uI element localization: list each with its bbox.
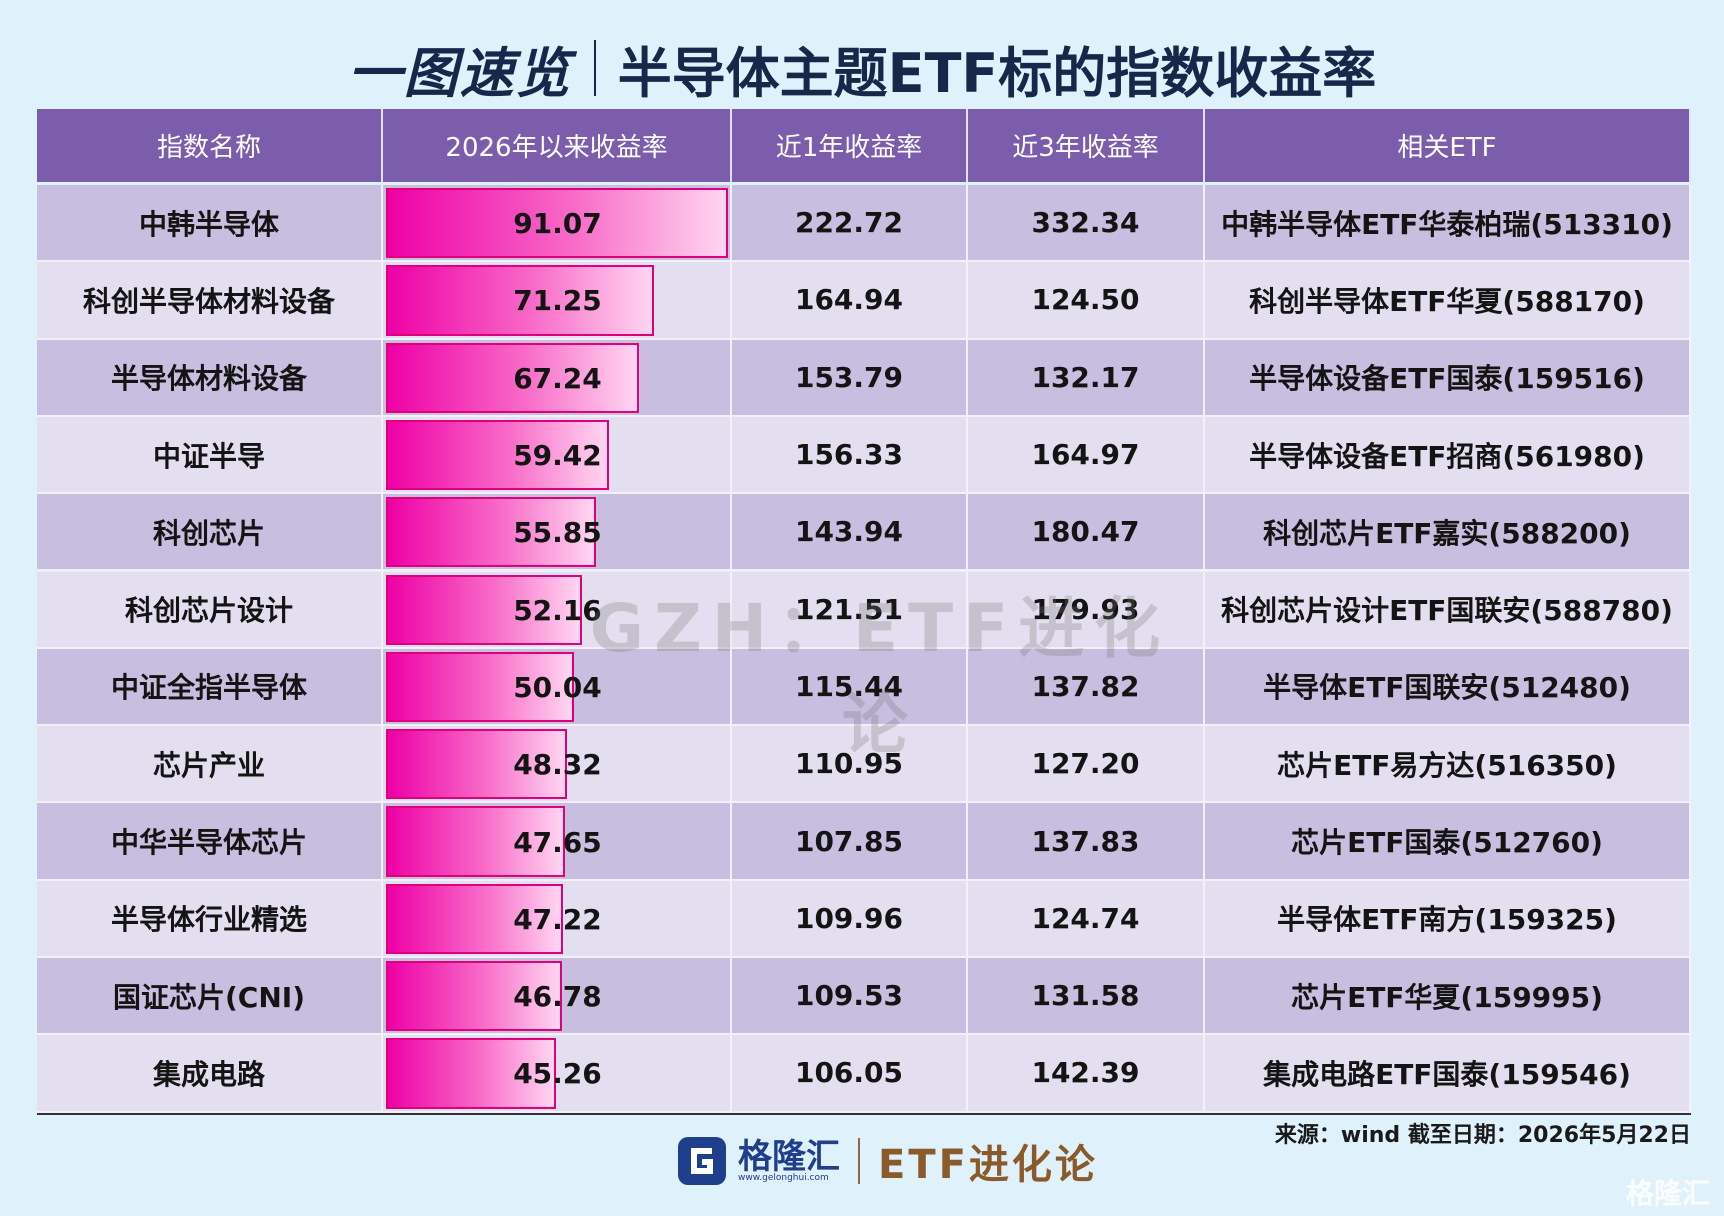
data-bar xyxy=(386,806,565,877)
table-cell: 110.95 xyxy=(732,726,968,804)
table-cell: 124.50 xyxy=(968,262,1205,340)
table-cell: 中韩半导体 xyxy=(37,185,383,263)
table-cell: 222.72 xyxy=(732,185,968,263)
table-cell: 集成电路ETF国泰(159546) xyxy=(1205,1035,1691,1113)
cell-value: 67.24 xyxy=(513,361,602,395)
cell-value: 45.26 xyxy=(513,1057,602,1091)
cell-value: 47.65 xyxy=(513,825,602,859)
table-cell: 芯片ETF国泰(512760) xyxy=(1205,803,1691,881)
source-note: 来源：wind 截至日期：2026年5月22日 xyxy=(1274,1123,1691,1148)
data-bar xyxy=(386,961,562,1032)
cell-value: 71.25 xyxy=(513,284,602,318)
table-bottom-rule xyxy=(37,1112,1691,1115)
title: 一图速览 半导体主题ETF标的指数收益率 xyxy=(0,28,1724,108)
table-cell: 半导体行业精选 xyxy=(37,880,383,958)
table-cell: 137.82 xyxy=(968,648,1205,727)
table-cell: 国证芯片(CNI) xyxy=(37,958,383,1036)
table-cell: 115.44 xyxy=(732,648,968,727)
table-cell: 109.96 xyxy=(732,880,968,958)
cell-value: 91.07 xyxy=(513,207,602,241)
cell-value: 50.04 xyxy=(513,670,602,704)
table-cell: 332.34 xyxy=(968,185,1205,263)
column-header: 2026年以来收益率 xyxy=(383,109,732,182)
table-cell: 109.53 xyxy=(732,958,968,1036)
table-cell: 科创半导体ETF华夏(588170) xyxy=(1205,262,1691,340)
table-cell: 半导体ETF南方(159325) xyxy=(1205,880,1691,958)
table-cell: 中韩半导体ETF华泰柏瑞(513310) xyxy=(1205,185,1691,263)
cell-value: 55.85 xyxy=(513,516,602,550)
table-cell: 156.33 xyxy=(732,416,968,495)
data-bar xyxy=(386,729,568,800)
cell-value: 47.22 xyxy=(513,902,602,936)
column-header: 近3年收益率 xyxy=(968,109,1205,182)
table-cell: 180.47 xyxy=(968,494,1205,572)
table-cell: 半导体设备ETF招商(561980) xyxy=(1205,416,1691,495)
title-right: 半导体主题ETF标的指数收益率 xyxy=(617,41,1377,105)
column-header: 近1年收益率 xyxy=(732,109,968,182)
table-cell: 中华半导体芯片 xyxy=(37,803,383,881)
table-cell: 中证全指半导体 xyxy=(37,648,383,727)
table-cell: 科创芯片设计ETF国联安(588780) xyxy=(1205,571,1691,649)
corner-watermark: 格隆汇 xyxy=(1625,1177,1710,1210)
logo-name: 格隆汇 xyxy=(738,1136,840,1177)
table-cell: 137.83 xyxy=(968,803,1205,881)
logo-icon xyxy=(678,1137,726,1185)
table-cell: 芯片产业 xyxy=(37,726,383,804)
data-bar xyxy=(386,651,574,723)
data-bar xyxy=(386,574,582,645)
table-cell: 科创芯片 xyxy=(37,494,383,572)
logo-text: 格隆汇 www.gelonghui.com xyxy=(738,1140,840,1183)
table-cell: 132.17 xyxy=(968,339,1205,417)
table-cell: 121.51 xyxy=(732,571,968,649)
table-cell: 164.94 xyxy=(732,262,968,340)
title-left: 一图速览 xyxy=(347,41,572,105)
table-cell: 143.94 xyxy=(732,494,968,572)
title-separator xyxy=(593,40,596,96)
table-cell: 芯片ETF华夏(159995) xyxy=(1205,958,1691,1036)
logo-url: www.gelonghui.com xyxy=(738,1172,829,1183)
data-bar xyxy=(386,188,728,259)
logo-separator xyxy=(858,1138,860,1184)
table-cell: 半导体ETF国联安(512480) xyxy=(1205,648,1691,727)
data-bar xyxy=(386,265,654,336)
column-header: 相关ETF xyxy=(1205,109,1691,182)
cell-value: 48.32 xyxy=(513,748,602,782)
data-bar xyxy=(386,419,610,491)
brand: ETF进化论 xyxy=(878,1142,1098,1188)
cell-value: 46.78 xyxy=(513,980,602,1014)
table-cell: 153.79 xyxy=(732,339,968,417)
data-bar xyxy=(386,342,639,413)
table-cell: 科创芯片设计 xyxy=(37,571,383,649)
column-header: 指数名称 xyxy=(37,109,383,182)
table-cell: 131.58 xyxy=(968,958,1205,1036)
table-cell: 集成电路 xyxy=(37,1035,383,1113)
table-cell: 科创芯片ETF嘉实(588200) xyxy=(1205,494,1691,572)
table-cell: 107.85 xyxy=(732,803,968,881)
data-bar xyxy=(386,1038,556,1109)
table-cell: 179.93 xyxy=(968,571,1205,649)
table-cell: 芯片ETF易方达(516350) xyxy=(1205,726,1691,804)
table-cell: 142.39 xyxy=(968,1035,1205,1113)
cell-value: 59.42 xyxy=(513,439,602,473)
table-cell: 半导体设备ETF国泰(159516) xyxy=(1205,339,1691,417)
cell-value: 52.16 xyxy=(513,593,602,627)
table-cell: 半导体材料设备 xyxy=(37,339,383,417)
table-cell: 164.97 xyxy=(968,416,1205,495)
table-cell: 科创半导体材料设备 xyxy=(37,262,383,340)
data-bar xyxy=(386,497,596,568)
footer-logo: 格隆汇 www.gelonghui.com ETF进化论 xyxy=(676,1133,1098,1189)
watermark: GZH：ETF进化论 xyxy=(589,590,1171,763)
table-cell: 124.74 xyxy=(968,880,1205,958)
table-cell: 106.05 xyxy=(732,1035,968,1113)
table-cell: 中证半导 xyxy=(37,416,383,495)
table-cell: 127.20 xyxy=(968,726,1205,804)
data-bar xyxy=(386,883,564,954)
